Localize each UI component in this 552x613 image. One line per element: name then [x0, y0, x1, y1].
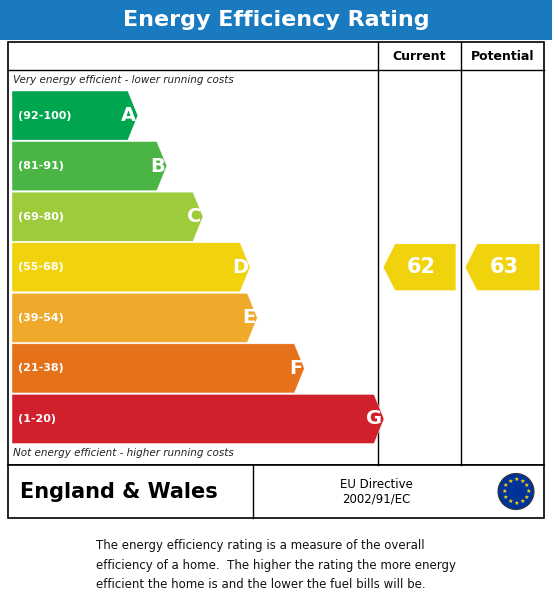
Text: ★: ★: [519, 479, 525, 484]
Text: (69-80): (69-80): [18, 211, 64, 222]
Text: 62: 62: [407, 257, 436, 277]
Text: F: F: [289, 359, 302, 378]
Text: ★: ★: [525, 489, 531, 494]
Text: ★: ★: [519, 500, 525, 504]
Text: ★: ★: [513, 501, 519, 506]
Polygon shape: [12, 243, 250, 292]
Bar: [8, 42, 544, 465]
Text: E: E: [242, 308, 255, 327]
Text: Current: Current: [393, 50, 446, 63]
Text: ★: ★: [507, 500, 513, 504]
Text: (81-91): (81-91): [18, 161, 64, 171]
Text: (55-68): (55-68): [18, 262, 63, 272]
Polygon shape: [12, 142, 167, 191]
Text: ★: ★: [524, 483, 529, 488]
Text: 63: 63: [490, 257, 519, 277]
Text: The energy efficiency rating is a measure of the overall
efficiency of a home.  : The energy efficiency rating is a measur…: [96, 538, 456, 592]
Bar: [8, 465, 544, 518]
Polygon shape: [12, 192, 203, 241]
Text: (92-100): (92-100): [18, 110, 72, 121]
Text: Not energy efficient - higher running costs: Not energy efficient - higher running co…: [13, 448, 233, 458]
Text: G: G: [366, 409, 382, 428]
Text: (1-20): (1-20): [18, 414, 56, 424]
Text: 2002/91/EC: 2002/91/EC: [342, 492, 410, 505]
Text: ★: ★: [501, 489, 507, 494]
Text: Very energy efficient - lower running costs: Very energy efficient - lower running co…: [13, 75, 233, 85]
Text: Energy Efficiency Rating: Energy Efficiency Rating: [123, 10, 429, 30]
Text: A: A: [121, 106, 136, 125]
Text: ★: ★: [503, 495, 508, 500]
Bar: [0, 0, 552, 40]
Polygon shape: [465, 244, 540, 291]
Text: (39-54): (39-54): [18, 313, 64, 323]
Text: England & Wales: England & Wales: [20, 481, 217, 501]
Text: EU Directive: EU Directive: [339, 478, 412, 491]
Text: ★: ★: [507, 479, 513, 484]
Text: ★: ★: [513, 477, 519, 482]
Text: B: B: [150, 156, 165, 175]
Text: C: C: [187, 207, 201, 226]
Polygon shape: [12, 344, 304, 393]
Polygon shape: [12, 91, 138, 140]
Polygon shape: [12, 394, 384, 443]
Text: (21-38): (21-38): [18, 364, 63, 373]
Text: ★: ★: [503, 483, 508, 488]
Circle shape: [498, 473, 534, 509]
Polygon shape: [12, 293, 257, 342]
Text: D: D: [232, 257, 248, 276]
Text: ★: ★: [524, 495, 529, 500]
Text: Potential: Potential: [471, 50, 534, 63]
Polygon shape: [383, 244, 456, 291]
